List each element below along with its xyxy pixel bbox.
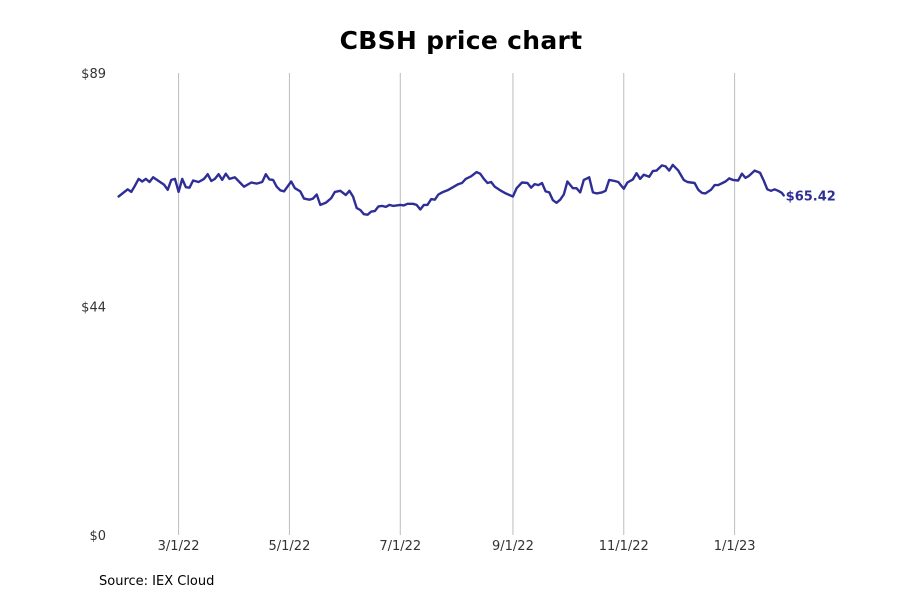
vertical-gridlines — [178, 73, 736, 535]
x-tick-label: 7/1/22 — [379, 539, 421, 554]
source-note: Source: IEX Cloud — [99, 574, 215, 589]
y-axis-ticks: $0 $44 $89 — [81, 67, 106, 544]
x-axis-ticks: 3/1/22 5/1/22 7/1/22 9/1/22 11/1/22 1/1/23 — [158, 539, 756, 554]
x-tick-label: 5/1/22 — [269, 539, 311, 554]
y-tick-label: $0 — [89, 529, 106, 544]
x-tick-label: 3/1/22 — [158, 539, 200, 554]
price-line — [117, 163, 785, 216]
x-tick-label: 9/1/22 — [492, 539, 534, 554]
y-tick-label: $89 — [81, 67, 106, 82]
last-price-label: $65.42 — [786, 189, 836, 204]
x-tick-label: 1/1/23 — [714, 539, 756, 554]
last-price-annotation: $65.42 — [786, 189, 836, 204]
price-series — [117, 163, 785, 216]
x-tick-label: 11/1/22 — [599, 539, 649, 554]
y-tick-label: $44 — [81, 301, 106, 316]
chart-title: CBSH price chart — [339, 26, 583, 55]
